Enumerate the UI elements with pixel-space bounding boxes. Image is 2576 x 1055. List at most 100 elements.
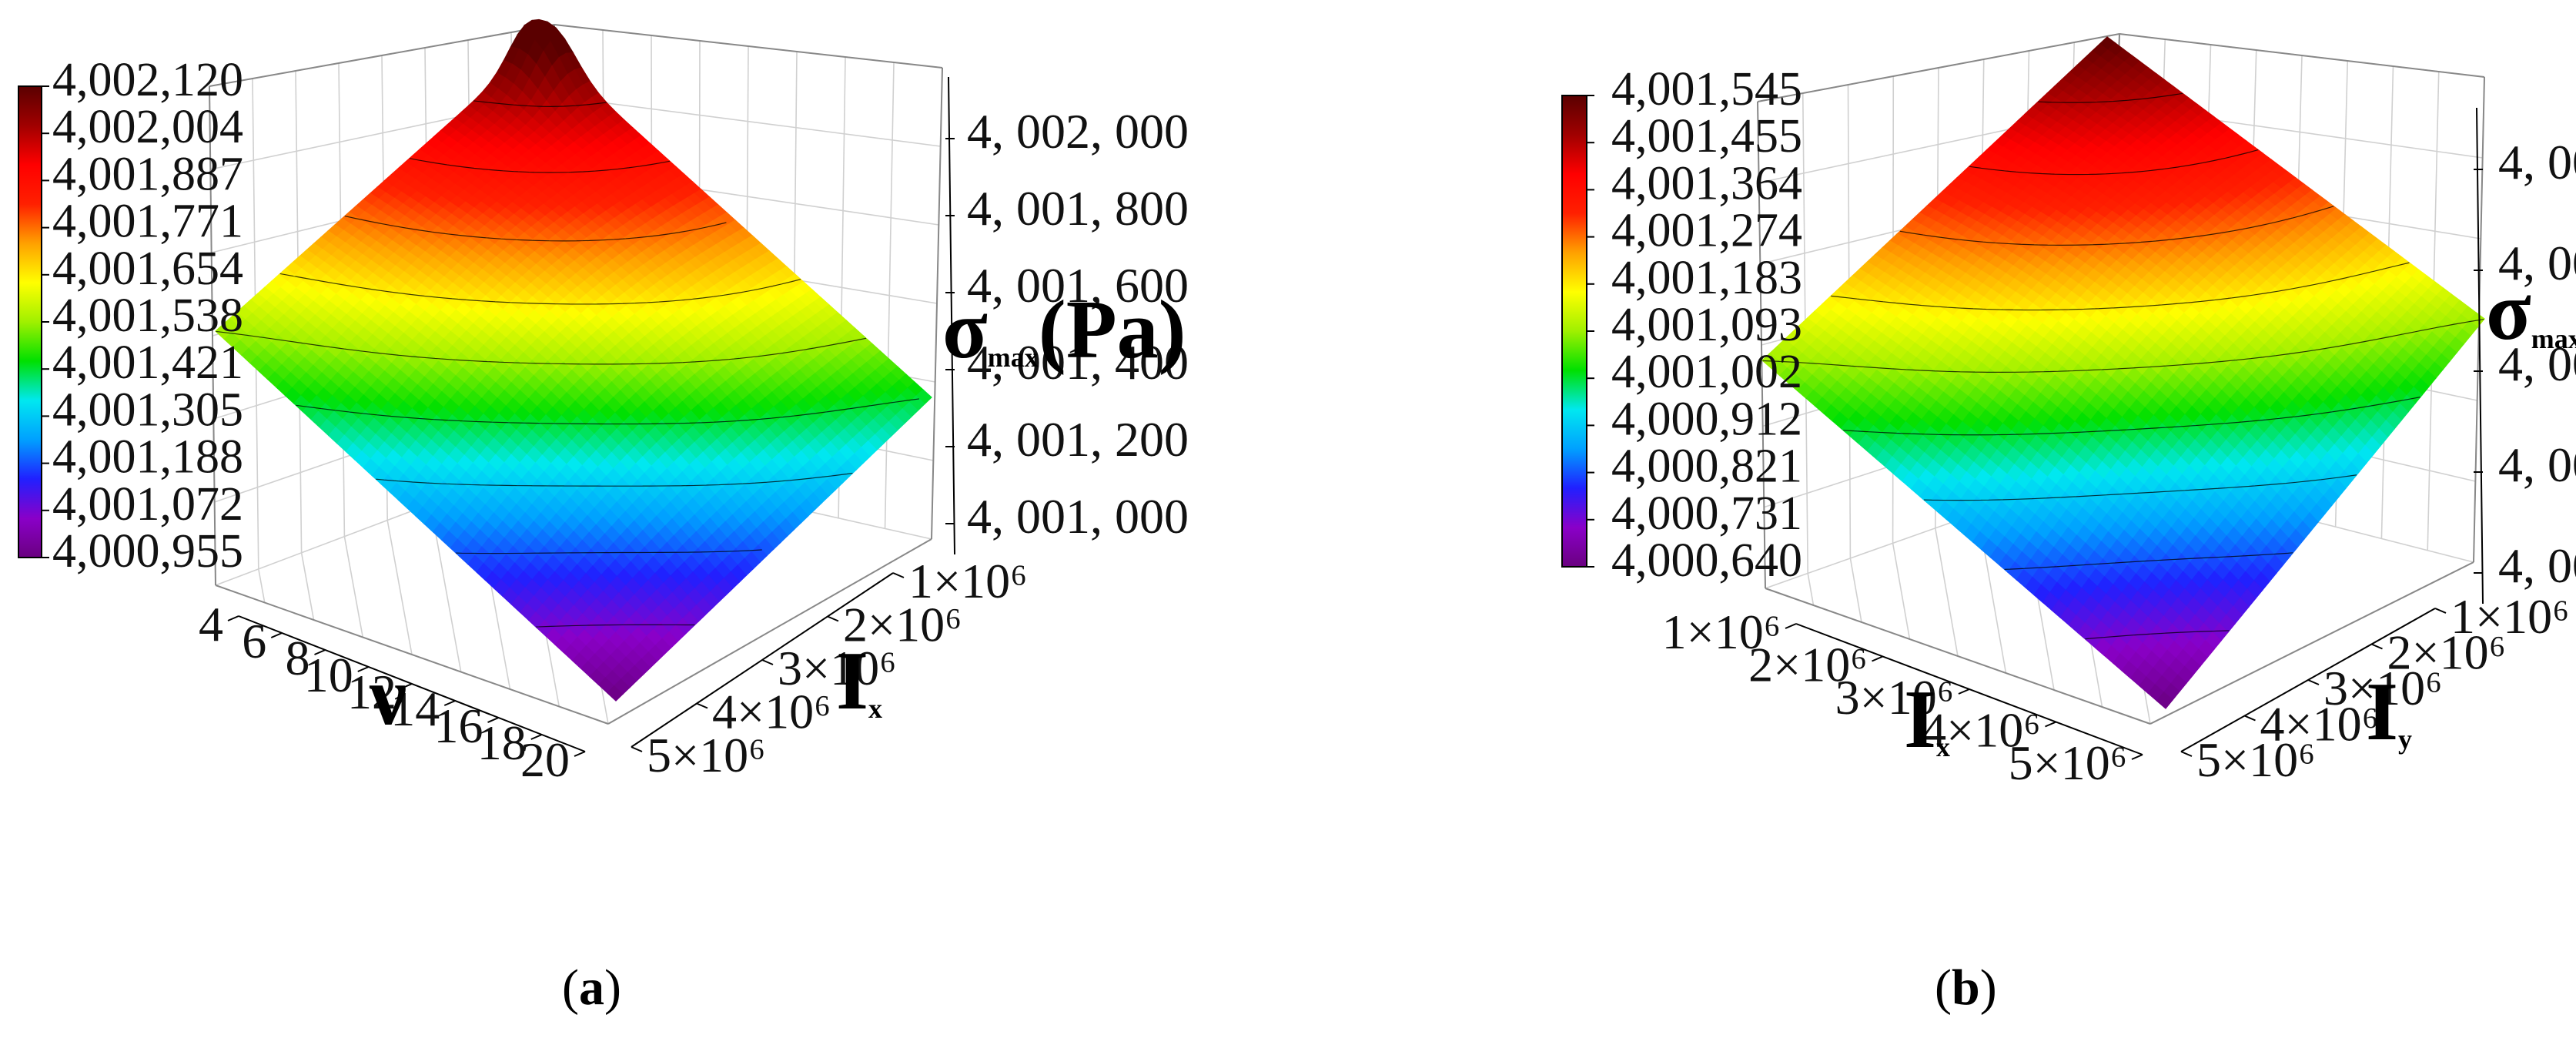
grid-line xyxy=(1892,543,1911,640)
box-edge xyxy=(215,584,609,725)
contour-line xyxy=(344,216,727,242)
x-axis-tick-label: 8 xyxy=(286,631,310,685)
grid-line xyxy=(1935,528,1959,657)
grid-line xyxy=(554,95,941,147)
contour-line xyxy=(2085,630,2230,640)
x-axis-tick-label: 20 xyxy=(520,732,570,787)
surface-chart-b: 4,001,5454,001,4554,001,3644,001,2744,00… xyxy=(1561,33,2576,790)
z-axis: 4, 001, 000 4, 001, 200 4, 001, 400 4, 001,… xyxy=(945,76,1189,555)
colorbar-tick-label: 4,002,120 xyxy=(52,54,243,106)
x-axis-tick-label: 4×10⁶ xyxy=(1922,703,2040,758)
x-axis-tick-label: 5×10⁶ xyxy=(2009,735,2127,790)
colorbar-tick-label: 4,001,545 xyxy=(1611,63,1802,116)
z-axis-line xyxy=(948,76,955,555)
z-tick-label: 4, 000, 600 xyxy=(2498,538,2576,593)
contour-line xyxy=(456,549,762,554)
y-axis-tick xyxy=(2244,715,2256,722)
box-edge xyxy=(1757,101,1766,589)
x-axis-tick-label: 4 xyxy=(199,597,223,651)
contour-line xyxy=(1969,149,2259,176)
y-axis-tick xyxy=(2371,643,2383,650)
grid-line xyxy=(386,520,413,655)
box-edge xyxy=(607,538,932,725)
box-edge xyxy=(2119,33,2485,78)
contour-lines xyxy=(216,100,919,628)
y-axis-tick xyxy=(761,659,774,665)
x-axis-tick xyxy=(1958,688,1970,695)
x-axis-tick xyxy=(2045,721,2056,728)
contour-line xyxy=(1923,474,2357,501)
x-axis-title: ν xyxy=(369,651,406,742)
box-edge xyxy=(1765,588,2151,725)
box-edge xyxy=(2149,561,2474,725)
x-axis-tick xyxy=(1872,655,1883,662)
colorbar xyxy=(18,85,42,558)
y-axis-title: Ix xyxy=(836,635,882,727)
colorbar-tick-label: 4,001,364 xyxy=(1611,157,1802,209)
x-axis-tick-label: 6 xyxy=(242,614,266,668)
colorbar-tick-label: 4,001,654 xyxy=(52,243,243,295)
chart-panel-b: 4,001,545 4,001,455 4,001,364 4,001,274 4,00… xyxy=(1288,0,2576,1055)
z-axis-title: σmax(Pa) xyxy=(2486,266,2576,357)
y-axis-tick-label: 5×10⁶ xyxy=(647,728,765,782)
colorbar-tick-label: 4,001,274 xyxy=(1611,205,1802,257)
x-axis-tick xyxy=(530,734,543,740)
panel-label-b: (b) xyxy=(1935,960,1997,1016)
x-axis-tick-label: 1×10⁶ xyxy=(1662,605,1781,659)
contour-line xyxy=(1843,397,2420,436)
chart-root: 4,001,5454,001,4554,001,3644,001,2744,00… xyxy=(1561,33,2576,790)
x-axis-tick-label: 14 xyxy=(390,682,440,736)
x-axis-title: Ix xyxy=(1904,674,1950,765)
x-axis-tick xyxy=(443,700,456,706)
box-edge xyxy=(1757,33,2120,102)
colorbar-tick-label: 4,001,305 xyxy=(52,383,243,436)
x-axis-tick xyxy=(314,649,326,655)
surface-mesh xyxy=(1761,36,2485,709)
contour-line xyxy=(296,398,919,425)
surface-mesh xyxy=(215,18,932,702)
grid-line xyxy=(300,552,315,621)
contour-line xyxy=(216,330,867,365)
colorbar-tick-label: 4,001,188 xyxy=(52,431,243,484)
colorbar-tick-label: 4,001,183 xyxy=(1611,252,1802,304)
surface-cell xyxy=(2156,692,2173,709)
x-axis-tick xyxy=(270,632,283,638)
z-tick-label: 4, 001, 400 xyxy=(2498,135,2576,189)
colorbar-tick-label: 4,001,538 xyxy=(52,290,243,342)
grid-line xyxy=(258,568,266,603)
z-axis-line xyxy=(2476,107,2484,605)
panel-label-a: (a) xyxy=(562,960,621,1016)
contour-line xyxy=(2038,92,2183,103)
y-axis-tick xyxy=(2434,608,2447,614)
contour-line xyxy=(376,472,853,487)
y-axis-tick-label: 3×10⁶ xyxy=(2323,661,2442,715)
x-axis-tick-label: 10 xyxy=(304,648,353,702)
contour-line xyxy=(279,273,801,305)
z-tick-label: 4, 001, 200 xyxy=(967,412,1189,467)
colorbar-tick-label: 4,001,887 xyxy=(52,148,243,200)
colorbar-tick-label: 4,001,002 xyxy=(1611,346,1802,398)
box-edge xyxy=(209,85,216,586)
z-tick-label: 4, 001, 200 xyxy=(2498,236,2576,290)
colorbar-tick-label: 4,000,821 xyxy=(1611,440,1802,493)
colorbar-tick-label: 4,000,731 xyxy=(1611,487,1802,540)
x-axis-tick-label: 16 xyxy=(434,698,483,753)
y-axis-title: Iy xyxy=(2366,666,2412,758)
colorbar-tick-label: 4,001,072 xyxy=(52,478,243,531)
y-axis-tick-label: 1×10⁶ xyxy=(2451,589,2569,644)
colorbar-tick-label: 4,002,004 xyxy=(52,101,243,153)
y-axis-tick-label: 4×10⁶ xyxy=(712,685,831,739)
y-axis-tick-label: 2×10⁶ xyxy=(2387,625,2506,680)
contour-line xyxy=(1899,206,2334,246)
y-axis-tick-label: 4×10⁶ xyxy=(2260,697,2379,752)
x-axis-tick-label: 3×10⁶ xyxy=(1835,670,1954,725)
colorbar-tick-label: 4,001,771 xyxy=(52,196,243,248)
z-tick-label: 4, 001, 600 xyxy=(967,258,1189,313)
chart-root: 4,002,1204,002,0044,001,8874,001,7714,00… xyxy=(18,18,1189,787)
grid-line xyxy=(343,536,364,638)
y-axis-tick xyxy=(2180,751,2193,757)
y-axis-tick xyxy=(2307,679,2320,685)
y-axis-tick-label: 3×10⁶ xyxy=(778,641,896,695)
